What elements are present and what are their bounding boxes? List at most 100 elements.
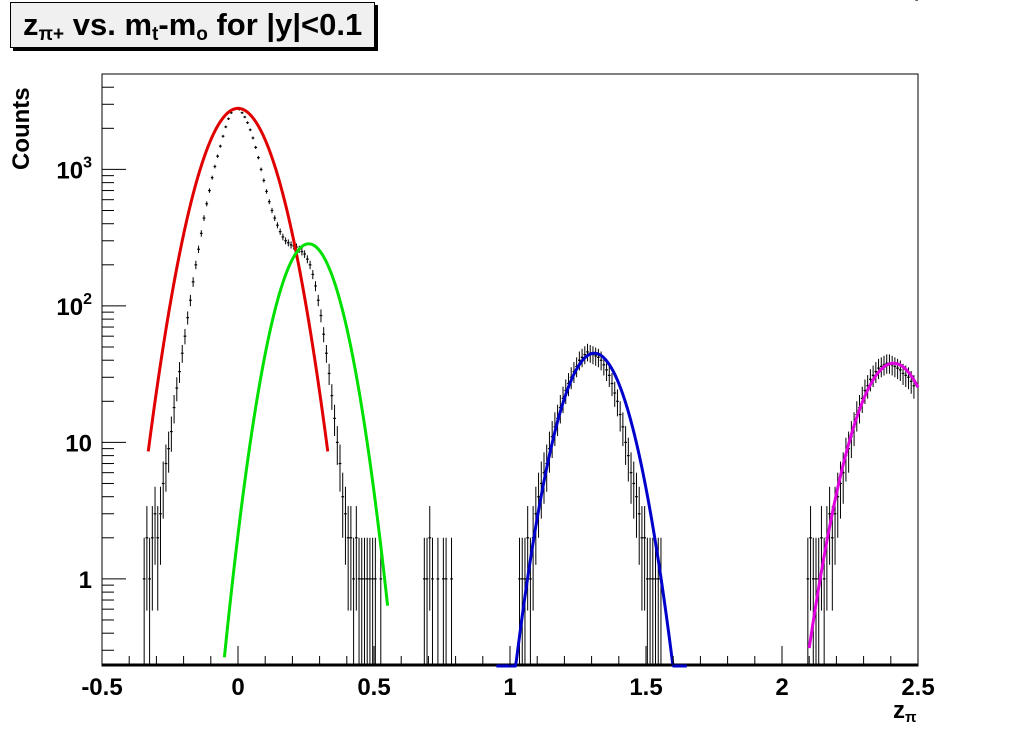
histogram-bin <box>286 239 290 247</box>
histogram-bin <box>240 111 244 114</box>
histogram-bin <box>227 117 230 120</box>
y-tick-label-base: 10 <box>65 430 92 457</box>
histogram-bin <box>316 294 320 307</box>
histogram-bin <box>586 343 589 362</box>
x-axis-label-sub: π <box>905 709 917 726</box>
histogram-bin <box>352 537 355 666</box>
histogram-bin <box>142 537 146 666</box>
histogram-bin <box>616 389 619 417</box>
histogram-bin <box>341 472 345 538</box>
histogram-bin <box>208 188 211 193</box>
histogram-bin <box>874 362 878 383</box>
histogram-bin <box>357 537 361 666</box>
histogram-bin <box>643 506 646 611</box>
histogram-bin <box>210 175 214 180</box>
histogram-bin <box>180 344 184 363</box>
histogram-bin <box>651 537 655 666</box>
histogram-bin <box>254 145 258 149</box>
histogram-bin <box>610 373 614 397</box>
histogram-bin <box>365 537 369 666</box>
histogram-bin <box>311 270 315 280</box>
histogram-bin <box>531 506 535 611</box>
histogram-bin <box>248 128 252 132</box>
histogram-bin <box>164 444 168 492</box>
histogram-bin <box>159 486 162 565</box>
histogram-bin <box>335 426 339 465</box>
histogram-layer <box>102 0 918 667</box>
x-tick-label: 0 <box>231 674 244 701</box>
histogram-bin <box>425 537 429 666</box>
histogram-bin <box>806 537 810 666</box>
y-tick-label-exponent: 3 <box>83 154 92 171</box>
histogram-bin <box>322 327 326 343</box>
histogram-bin <box>178 362 181 383</box>
x-axis-label: zπ <box>893 697 916 725</box>
histogram-bin <box>379 537 383 666</box>
title-main: z <box>23 7 39 42</box>
histogram-bin <box>170 416 173 452</box>
histogram-bin <box>338 444 342 492</box>
histogram-bin <box>153 486 157 565</box>
histogram-bin <box>428 506 432 611</box>
x-axis-label-main: z <box>893 697 905 724</box>
histogram-bin <box>422 537 426 666</box>
y-tick-label-base: 10 <box>56 157 83 184</box>
histogram-bin <box>520 537 524 666</box>
x-tick-label: 1.5 <box>629 674 662 701</box>
histogram-bin <box>330 384 334 410</box>
red-fit-curve <box>146 106 330 452</box>
title-sub-pi: π+ <box>38 24 65 45</box>
histogram-bin <box>618 401 622 432</box>
histogram-bin <box>896 358 899 380</box>
histogram-bin <box>281 233 285 241</box>
histogram-bin <box>194 260 198 270</box>
histogram-bin <box>276 222 279 229</box>
histogram-bin <box>360 537 364 666</box>
y-tick-label: 103 <box>56 154 92 184</box>
histogram-bin <box>871 365 875 388</box>
histogram-bin <box>344 486 347 565</box>
histogram-bin <box>436 537 440 666</box>
histogram-bin <box>265 189 268 194</box>
blue-fit-curve <box>495 351 688 668</box>
histogram-bin <box>431 537 434 666</box>
histogram-bin <box>278 228 282 235</box>
histogram-bin <box>306 255 309 264</box>
histogram-bin <box>314 281 317 292</box>
histogram-bin <box>289 241 293 249</box>
title-mid-2: -m <box>158 7 197 42</box>
histogram-bin <box>583 346 587 365</box>
histogram-bin <box>607 365 611 388</box>
magenta-fit-curve <box>807 361 920 649</box>
histogram-bin <box>259 167 263 172</box>
histogram-bin <box>172 395 176 424</box>
title-sub-o: o <box>196 24 208 45</box>
histogram-bin <box>629 452 633 504</box>
histogram-bin <box>161 461 165 519</box>
histogram-bin <box>325 344 328 363</box>
histogram-bin <box>175 377 179 402</box>
histogram-bin <box>349 506 353 611</box>
histogram-bin <box>621 412 625 447</box>
histogram-bin <box>635 472 638 538</box>
histogram-bin <box>205 201 209 207</box>
histogram-bin <box>444 537 448 666</box>
histogram-bin <box>594 347 598 366</box>
histogram-bin <box>830 506 834 611</box>
histogram-bin <box>893 357 897 378</box>
histogram-bin <box>199 230 203 237</box>
histogram-bin <box>450 537 453 666</box>
histogram-bin <box>374 537 377 666</box>
histogram-bin <box>442 537 445 666</box>
y-tick-label: 1 <box>79 567 92 594</box>
histogram-bin <box>167 431 170 473</box>
histogram-bin <box>303 250 306 258</box>
histogram-bin <box>368 537 372 666</box>
histogram-bin <box>319 309 323 323</box>
histogram-bin <box>624 426 627 465</box>
chart-title: zπ+ vs. mt-mo for |y|<0.1 <box>10 2 376 48</box>
histogram-bin <box>371 537 374 666</box>
fit-curves-layer <box>146 106 920 668</box>
